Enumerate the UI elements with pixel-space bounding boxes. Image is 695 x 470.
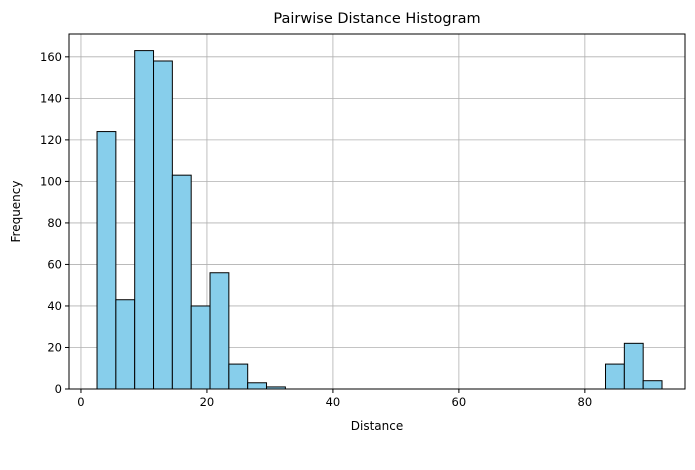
y-tick-label: 140	[40, 91, 62, 105]
x-tick-label: 20	[200, 395, 215, 409]
histogram-bar	[115, 299, 136, 390]
y-axis-label: Frequency	[9, 181, 23, 243]
histogram-bar	[228, 363, 249, 390]
y-tick-label: 120	[40, 133, 62, 147]
histogram-bar	[605, 363, 625, 390]
y-tick-label: 0	[55, 382, 62, 396]
y-tick-label: 100	[40, 174, 62, 188]
histogram-bar	[190, 305, 211, 390]
plot-frame	[68, 33, 686, 390]
x-tick-label: 80	[578, 395, 593, 409]
y-tick-label: 60	[47, 257, 62, 271]
histogram-bar	[623, 342, 644, 390]
histogram-bar	[134, 50, 155, 390]
x-tick-label: 60	[452, 395, 467, 409]
y-tick-label: 80	[47, 216, 62, 230]
x-axis-label: Distance	[351, 419, 403, 433]
axis-ticks: 0 20 40 60 80 0 20 40 60 80 100 120 140 160	[40, 50, 592, 409]
chart-title: Pairwise Distance Histogram	[273, 11, 480, 27]
histogram-bar	[209, 272, 230, 390]
histogram-bar	[642, 380, 663, 390]
y-tick-label: 160	[40, 50, 62, 64]
histogram-bar	[171, 174, 192, 390]
y-tick-label: 40	[47, 299, 62, 313]
histogram-bar	[247, 382, 268, 390]
x-tick-label: 40	[326, 395, 341, 409]
histogram-bar	[153, 60, 173, 390]
y-tick-label: 20	[47, 340, 62, 354]
x-tick-label: 0	[77, 395, 84, 409]
histogram-bars	[96, 50, 663, 390]
histogram-bar	[96, 131, 117, 390]
